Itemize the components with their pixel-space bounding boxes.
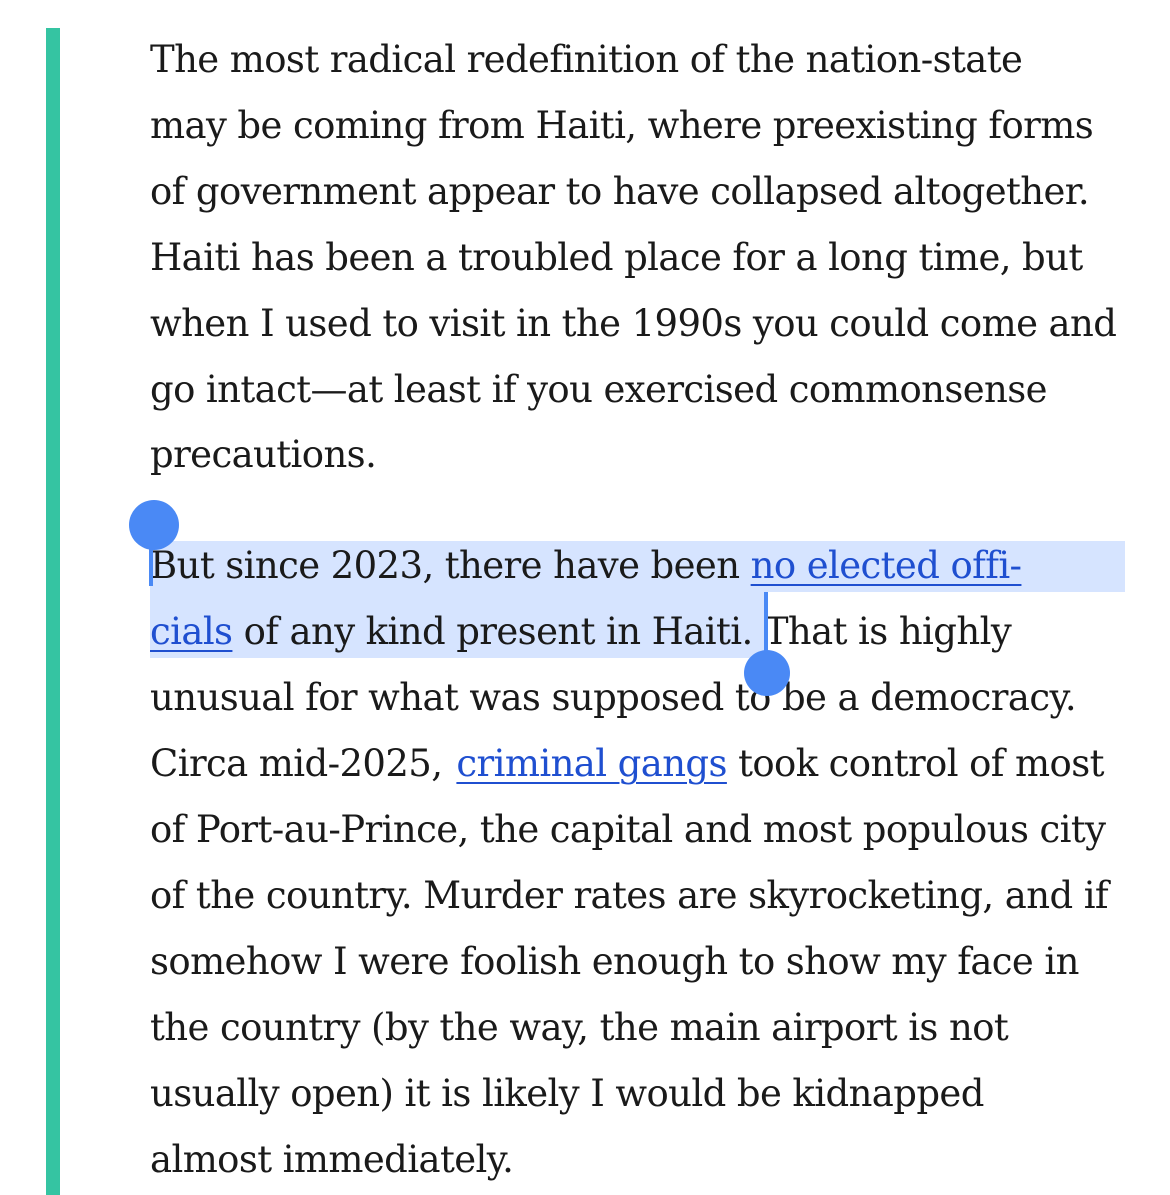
text-line: Haiti has been a troubled place for a lo… xyxy=(150,236,1083,279)
text-line: Circa mid-2025, criminal gangs took contr… xyxy=(150,731,1104,797)
text-line: usually open) it is likely I would be ki… xyxy=(150,1072,984,1115)
text-selection-highlight xyxy=(150,592,766,658)
link-no-elected-officials[interactable]: no elected offi- xyxy=(750,544,1022,587)
text-line: of Port-au-Prince, the capital and most … xyxy=(150,808,1106,851)
text-line: of government appear to have collapsed a… xyxy=(150,170,1090,213)
link-no-elected-officials[interactable]: cials xyxy=(150,610,233,653)
selected-text[interactable]: But since 2023, there have been xyxy=(150,544,751,587)
text-line: almost immediately. xyxy=(150,1138,514,1181)
text-span: took control of most xyxy=(726,742,1104,785)
text-line: But since 2023, there have been no elect… xyxy=(150,533,1022,599)
text-line: the country (by the way, the main airpor… xyxy=(150,1006,1009,1049)
selection-start-handle[interactable] xyxy=(129,500,179,550)
text-line: unusual for what was supposed to be a de… xyxy=(150,676,1077,719)
selected-text[interactable]: of any kind present in Haiti. That is hi… xyxy=(232,610,1012,653)
text-line: when I used to visit in the 1990s you co… xyxy=(150,302,1117,345)
text-line: The most radical redefinition of the nat… xyxy=(150,38,1023,81)
selection-start-handle-bar[interactable] xyxy=(149,522,153,586)
text-span: Circa mid-2025, xyxy=(150,742,443,785)
text-line: precautions. xyxy=(150,433,377,476)
text-selection-highlight xyxy=(150,541,1125,592)
text-line: somehow I were foolish enough to show my… xyxy=(150,940,1079,983)
text-line: of the country. Murder rates are skyrock… xyxy=(150,874,1109,917)
blockquote-bar xyxy=(46,28,60,1195)
text-line: go intact—at least if you exercised comm… xyxy=(150,368,1048,411)
text-line: may be coming from Haiti, where preexist… xyxy=(150,104,1094,147)
selection-end-handle[interactable] xyxy=(744,650,790,696)
selection-end-handle-bar[interactable] xyxy=(764,592,768,658)
link-criminal-gangs[interactable]: criminal gangs xyxy=(456,742,727,785)
text-line: cials of any kind present in Haiti. That… xyxy=(150,599,1012,665)
